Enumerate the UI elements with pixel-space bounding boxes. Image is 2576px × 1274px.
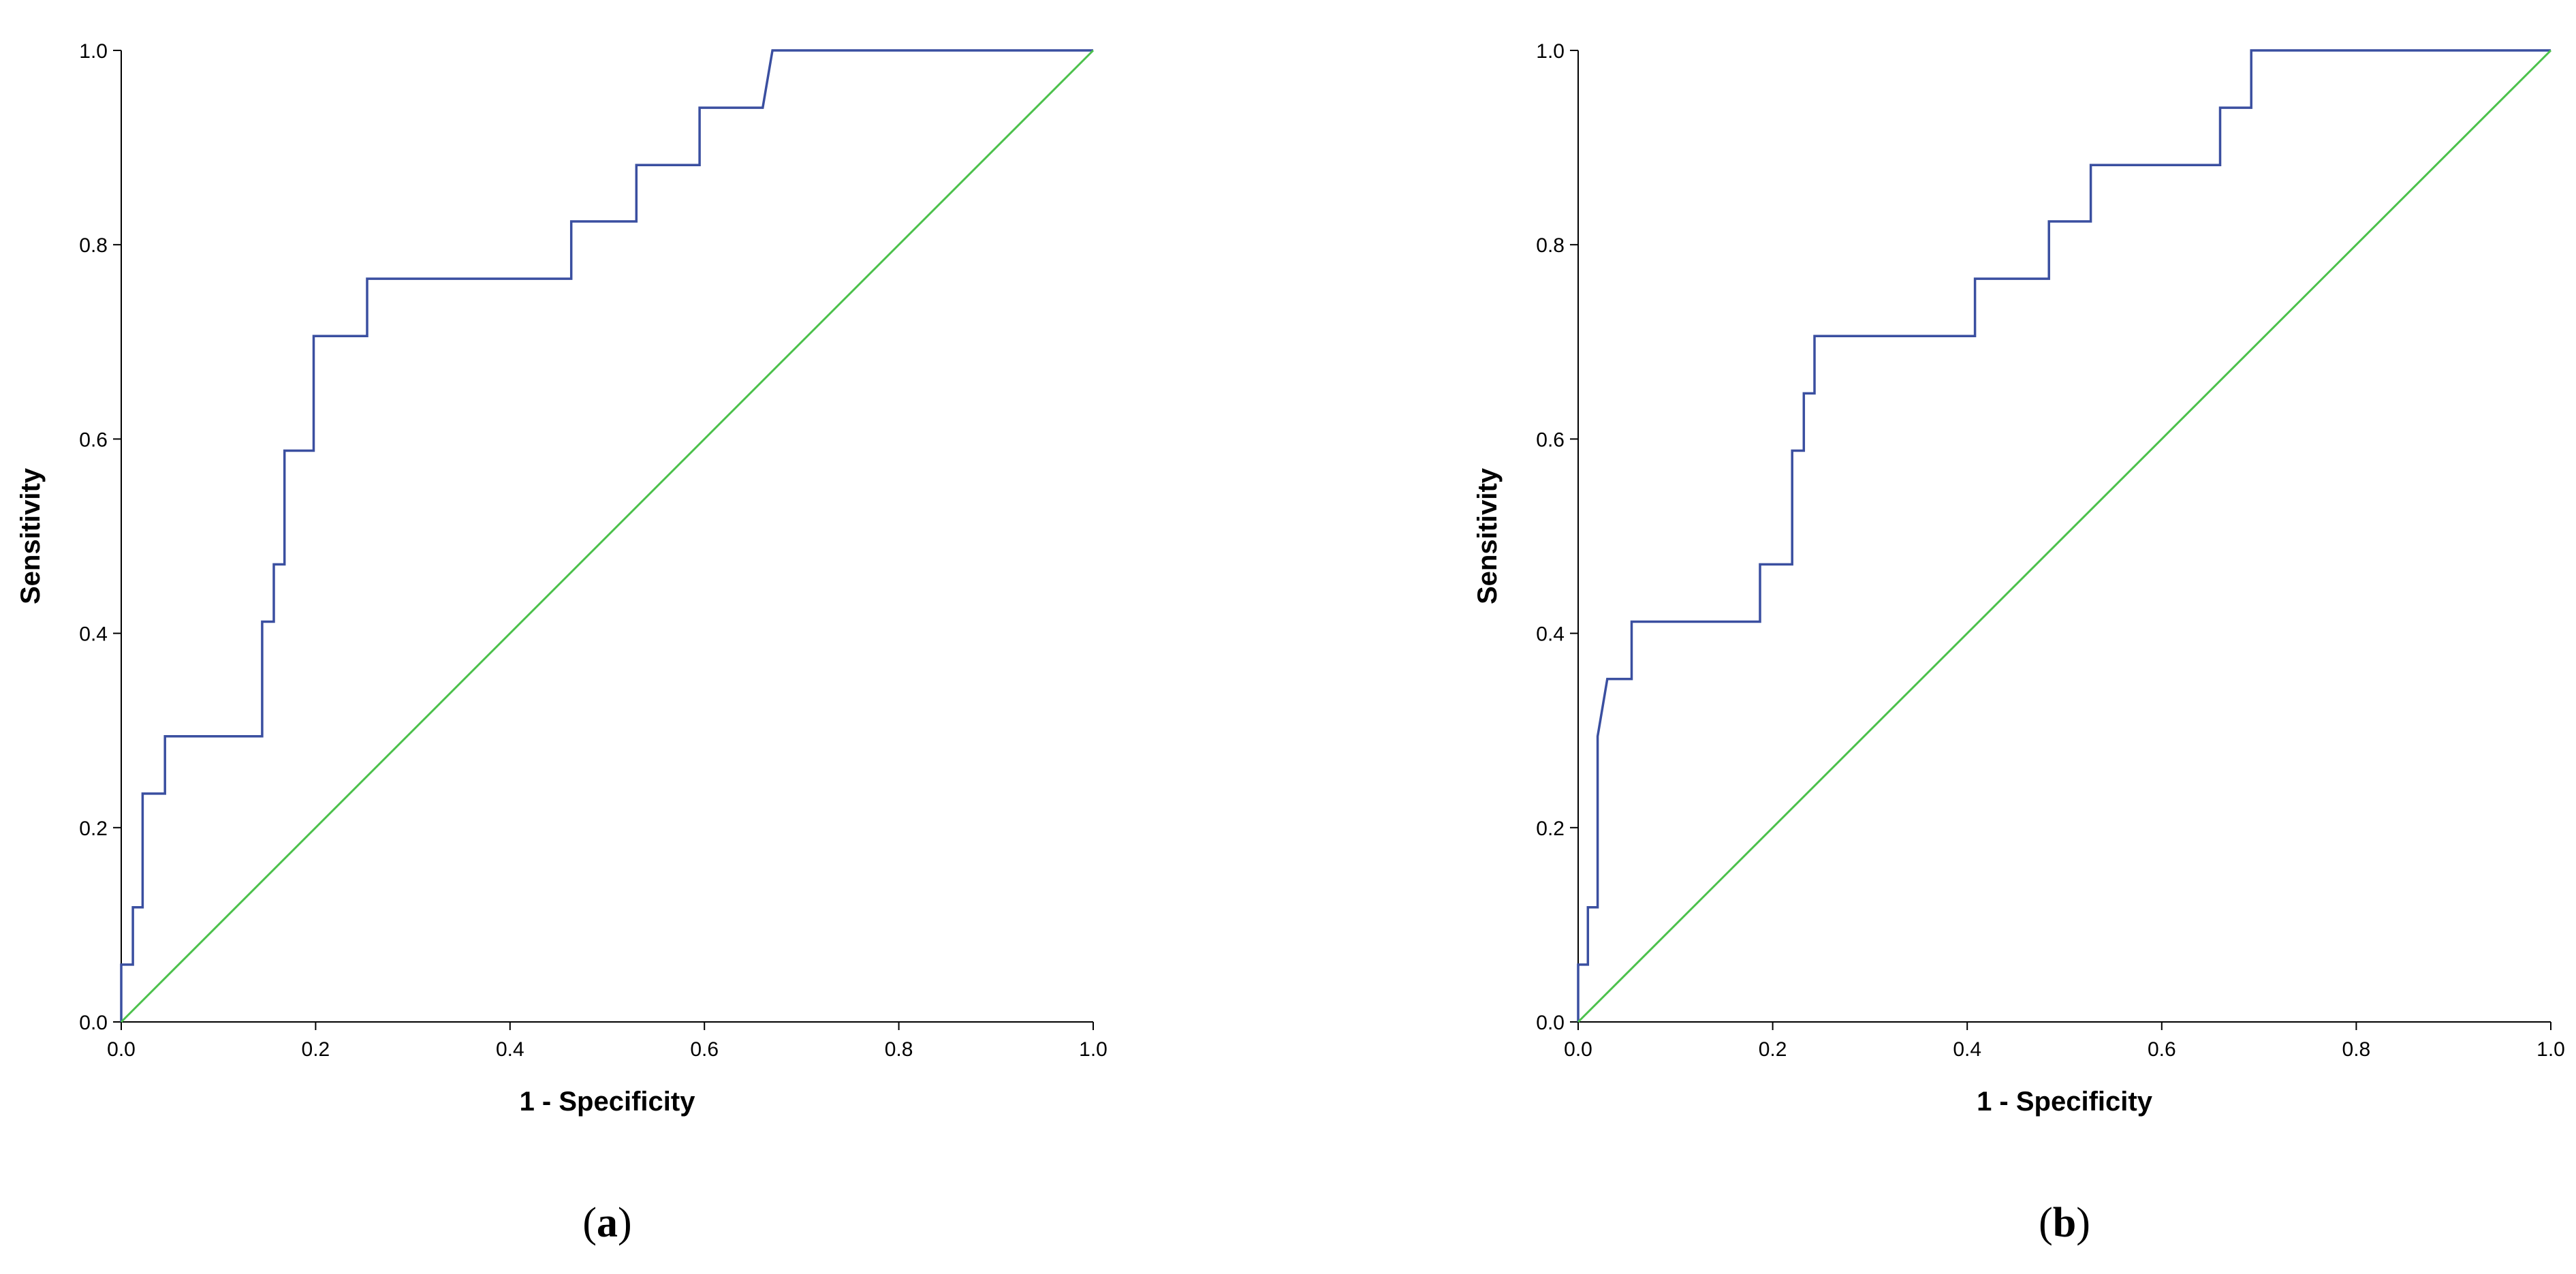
y-tick-label: 1.0 bbox=[1536, 40, 1565, 63]
y-axis-title: Sensitivity bbox=[1473, 467, 1503, 604]
panel-label-open-paren: ( bbox=[2039, 1200, 2053, 1246]
panel-label-open-paren: ( bbox=[582, 1200, 597, 1246]
y-tick-label: 0.2 bbox=[79, 818, 108, 840]
x-tick-label: 0.0 bbox=[107, 1038, 136, 1061]
x-tick-label: 1.0 bbox=[1079, 1038, 1108, 1061]
y-tick-label: 0.6 bbox=[79, 429, 108, 451]
x-tick-label: 0.4 bbox=[1953, 1038, 1981, 1061]
panel-label-letter: a bbox=[597, 1200, 618, 1246]
x-tick-label: 0.6 bbox=[690, 1038, 719, 1061]
x-tick-label: 0.2 bbox=[302, 1038, 330, 1061]
panel-label: (a) bbox=[582, 1200, 631, 1246]
y-tick-label: 0.6 bbox=[1536, 429, 1565, 451]
x-tick-label: 0.2 bbox=[1759, 1038, 1787, 1061]
y-tick-label: 1.0 bbox=[79, 40, 108, 63]
y-tick-label: 0.8 bbox=[1536, 234, 1565, 257]
y-tick-label: 0.0 bbox=[1536, 1012, 1565, 1034]
x-tick-label: 0.8 bbox=[2342, 1038, 2371, 1061]
y-tick-label: 0.0 bbox=[79, 1012, 108, 1034]
panel-label: (b) bbox=[2039, 1200, 2090, 1246]
y-tick-label: 0.2 bbox=[1536, 818, 1565, 840]
y-tick-label: 0.4 bbox=[79, 623, 108, 646]
x-tick-label: 1.0 bbox=[2536, 1038, 2565, 1061]
reference-line bbox=[1577, 49, 2552, 1023]
roc-panel-b: 0.0 0.2 0.4 0.6 0.8 1.0 0.0 0.2 0.4 0.6 0.8 1.0 1 - … bbox=[1473, 40, 2565, 1246]
x-axis-title: 1 - Specificity bbox=[1977, 1087, 2153, 1117]
roc-curve-line bbox=[1577, 49, 2551, 1022]
x-tick-label: 0.6 bbox=[2148, 1038, 2176, 1061]
panel-label-letter: b bbox=[2053, 1200, 2076, 1246]
y-tick-label: 0.4 bbox=[1536, 623, 1565, 646]
panel-label-close-paren: ) bbox=[2076, 1200, 2090, 1246]
panel-label-close-paren: ) bbox=[618, 1200, 632, 1246]
roc-curve-line bbox=[120, 49, 1093, 1022]
x-tick-label: 0.8 bbox=[885, 1038, 913, 1061]
x-tick-label: 0.0 bbox=[1564, 1038, 1592, 1061]
y-axis-title: Sensitivity bbox=[16, 467, 46, 604]
roc-panel-a: 0.0 0.2 0.4 0.6 0.8 1.0 0.0 0.2 0.4 0.6 0.8 1.0 1 - … bbox=[16, 40, 1108, 1246]
x-tick-label: 0.4 bbox=[496, 1038, 524, 1061]
x-axis-title: 1 - Specificity bbox=[520, 1087, 696, 1117]
y-tick-label: 0.8 bbox=[79, 234, 108, 257]
reference-line bbox=[120, 49, 1095, 1023]
